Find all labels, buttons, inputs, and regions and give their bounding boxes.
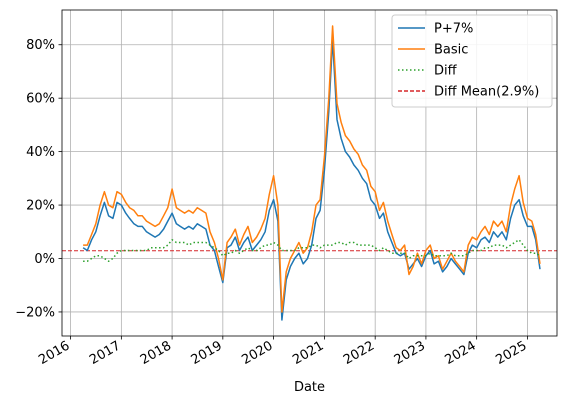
y-tick-label: 0% xyxy=(34,252,55,267)
legend-label: Diff Mean(2.9%) xyxy=(434,85,539,100)
legend: P+7% Basic Diff Diff Mean(2.9%) xyxy=(391,14,553,108)
legend-label: Diff xyxy=(434,64,458,79)
y-tick-label: 20% xyxy=(26,199,55,214)
legend-label: Basic xyxy=(434,43,468,58)
series-line-diff xyxy=(83,239,541,262)
x-tick-label: 2019 xyxy=(189,338,225,368)
series-line-basic xyxy=(83,25,541,313)
x-tick-label: 2023 xyxy=(392,338,428,368)
x-tick-label: 2017 xyxy=(87,338,123,368)
x-axis-title: Date xyxy=(294,380,325,395)
x-tick-label: 2025 xyxy=(493,338,529,368)
x-tick-label: 2022 xyxy=(341,338,377,368)
plot-frame xyxy=(61,9,558,337)
y-tick-label: −20% xyxy=(15,305,55,320)
y-tick-label: 80% xyxy=(26,38,55,53)
x-tick-label: 2024 xyxy=(442,338,478,368)
legend-label: P+7% xyxy=(434,22,473,37)
y-tick-label: 40% xyxy=(26,145,55,160)
x-tick-label: 2020 xyxy=(239,338,275,368)
x-tick-label: 2018 xyxy=(138,338,174,368)
x-tick-label: 2021 xyxy=(290,338,326,368)
y-tick-label: 60% xyxy=(26,92,55,107)
x-tick-label: 2016 xyxy=(36,338,72,368)
legend-box xyxy=(391,14,553,108)
series-line-p-7- xyxy=(82,38,541,321)
series-lines xyxy=(82,25,541,321)
